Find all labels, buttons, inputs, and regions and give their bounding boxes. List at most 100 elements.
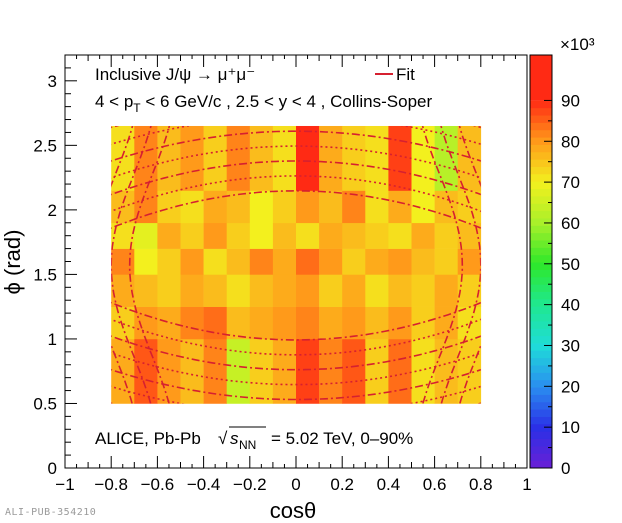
colorbar-band <box>530 431 552 439</box>
colorbar-band <box>530 372 552 381</box>
heatmap-cell <box>111 222 135 249</box>
colorbar-band <box>530 144 552 153</box>
heatmap-cell <box>203 248 227 275</box>
heatmap-cell <box>134 306 158 340</box>
colorbar-band <box>530 115 552 123</box>
colorbar-band <box>530 284 552 292</box>
x-tick-label: −1 <box>55 475 74 494</box>
heatmap-cell <box>180 248 204 275</box>
publication-id: ALI-PUB-354210 <box>5 507 97 518</box>
heatmap-cell <box>203 222 227 249</box>
colorbar-band <box>530 365 552 373</box>
heatmap-cell <box>272 125 297 191</box>
heatmap-cell <box>157 190 181 224</box>
colorbar-band <box>530 166 552 175</box>
heatmap-cell <box>203 274 227 307</box>
heatmap-cell <box>319 248 343 275</box>
heatmap-cell <box>226 248 251 275</box>
heatmap-cell <box>411 222 435 249</box>
colorbar-band <box>530 276 552 285</box>
heatmap-cell <box>180 125 204 191</box>
fit-contour <box>111 145 481 179</box>
colorbar-band <box>530 357 552 366</box>
heatmap-cell <box>203 125 227 191</box>
x-axis-title: cosθ <box>270 498 316 523</box>
heatmap-cell <box>134 274 158 307</box>
heatmap-cell <box>365 274 389 307</box>
x-tick-label: −0.4 <box>187 475 221 494</box>
colorbar-tick-label: 40 <box>561 296 580 315</box>
fit-contour <box>458 125 481 404</box>
heatmap-cell <box>180 190 204 224</box>
y-tick-label: 3 <box>48 72 57 91</box>
colorbar-band <box>530 320 552 329</box>
fit-contour <box>111 301 481 341</box>
experiment-label: ALICE, Pb-Pb <box>95 429 201 448</box>
heatmap-cell <box>342 274 366 307</box>
energy-label: = 5.02 TeV, 0–90% <box>271 429 413 448</box>
heatmap-cell <box>411 274 435 307</box>
heatmap-cell <box>342 190 366 224</box>
heatmap-cell <box>272 248 297 275</box>
colorbar-tick-label: 20 <box>561 377 580 396</box>
fit-contour <box>111 402 481 404</box>
colorbar-band <box>530 188 552 197</box>
heatmap-cell <box>319 274 343 307</box>
colorbar-tick-label: 30 <box>561 336 580 355</box>
colorbar-band <box>530 291 552 300</box>
heatmap-cell <box>365 125 389 191</box>
heatmap-cell <box>411 248 435 275</box>
heatmap-cell <box>249 306 274 340</box>
heatmap-cell <box>180 306 204 340</box>
colorbar-multiplier: ×10³ <box>560 35 595 54</box>
colorbar-band <box>530 387 552 395</box>
colorbar-band <box>530 181 552 190</box>
heatmap-cell <box>272 190 297 224</box>
heatmap-cell <box>249 125 274 191</box>
heatmap-cell <box>157 274 181 307</box>
colorbar-band <box>530 416 552 425</box>
annotation-line2-start: 4 < p <box>95 92 133 111</box>
fit-contour <box>128 125 171 404</box>
heatmap-cell <box>111 306 135 340</box>
annotation-line1: Inclusive J/ψ → μ⁺μ⁻ <box>95 65 255 84</box>
colorbar-band <box>530 232 552 241</box>
fit-contour <box>421 125 464 404</box>
fit-contour <box>111 130 481 162</box>
colorbar-band <box>530 195 552 204</box>
heatmap-cell <box>411 306 435 340</box>
heatmap-cell <box>388 125 412 191</box>
heatmap-cell <box>157 222 181 249</box>
colorbar-tick-label: 90 <box>561 91 580 110</box>
annotation-line2: 4 < pT < 6 GeV/c , 2.5 < y < 4 , Collins… <box>95 92 432 115</box>
heatmap-cell <box>457 306 482 340</box>
colorbar-band <box>530 254 552 263</box>
colorbar-band <box>530 240 552 248</box>
heatmap-cell <box>111 125 135 191</box>
colorbar-band <box>530 107 552 116</box>
heatmap-cell <box>457 274 482 307</box>
x-tick-label: 0.6 <box>423 475 447 494</box>
heatmap-cell <box>296 248 320 275</box>
colorbar-tick-label: 70 <box>561 173 580 192</box>
heatmap-cell <box>388 222 412 249</box>
heatmap-cell <box>157 248 181 275</box>
heatmap-cell <box>226 190 251 224</box>
heatmap-cell <box>272 222 297 249</box>
colorbar-band <box>530 151 552 160</box>
heatmap-cell <box>111 274 135 307</box>
fit-contour <box>111 189 481 229</box>
fit-contour <box>111 385 481 404</box>
heatmap-cell <box>296 274 320 307</box>
heatmap-cell <box>434 222 458 249</box>
x-tick-label: 0.4 <box>377 475 401 494</box>
colorbar-band <box>530 129 552 138</box>
heatmap-cell <box>134 338 158 404</box>
sqrt-s-label: s <box>230 429 239 448</box>
colorbar-band <box>530 409 552 417</box>
fit-contour <box>111 368 481 401</box>
y-tick-label: 2 <box>48 201 57 220</box>
fit-contour <box>440 125 481 404</box>
heatmap-cell <box>388 248 412 275</box>
